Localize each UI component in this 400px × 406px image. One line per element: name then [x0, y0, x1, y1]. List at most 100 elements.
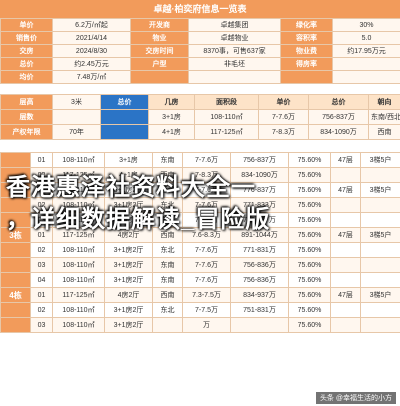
table-cell — [330, 257, 361, 273]
summary-cell: 70年 — [52, 124, 101, 140]
table-cell — [360, 317, 400, 333]
building-label: 2栋 — [0, 182, 31, 198]
table-cell — [230, 317, 289, 333]
info-label: 均价 — [0, 70, 53, 84]
table-cell: 108-110㎡ — [52, 182, 105, 198]
info-label: 得房率 — [280, 57, 333, 71]
table-cell: 756-836万 — [230, 272, 289, 288]
building-label — [0, 197, 31, 213]
table-cell — [360, 257, 400, 273]
table-cell: 万 — [182, 317, 231, 333]
table-cell: 01 — [30, 152, 53, 168]
table-cell — [330, 302, 361, 318]
table-row: 02 108-110㎡ 3+1房2厅 东北 7-7.6万 771-833万 75.60% — [0, 197, 400, 213]
table-cell — [360, 272, 400, 288]
table-cell: 108-110㎡ — [52, 212, 105, 228]
table-cell — [330, 317, 361, 333]
summary-cell — [100, 124, 149, 140]
info-label: 开发商 — [130, 18, 189, 32]
table-cell: 108-110㎡ — [52, 302, 105, 318]
table-row: 03 108-110㎡ 3+1房2厅 万 75.60% — [0, 317, 400, 333]
table-cell — [330, 212, 361, 228]
info-value: 约17.95万元 — [332, 44, 400, 58]
building-label: 3栋 — [0, 227, 31, 243]
table-cell: 3+1房2厅 — [104, 272, 153, 288]
table-row: 02 108-110㎡ 3+1房2厅 东北 7-7.6万 771-831万 75.60% — [0, 242, 400, 258]
info-label — [280, 70, 333, 84]
summary-cell: 3米 — [52, 94, 101, 110]
info-table: 单价 6.2万/㎡起 开发商 卓越集团 绿化率 30% 销售价 2021/4/14 物业 卓越物业… — [0, 18, 400, 84]
table-cell: 756-837万 — [230, 152, 289, 168]
table-cell: 3梯5户 — [360, 227, 400, 243]
info-value: 6.2万/㎡起 — [52, 18, 131, 32]
summary-cell: 3+1房 — [148, 109, 195, 125]
table-cell: 108-110㎡ — [52, 317, 105, 333]
table-cell: 4+1房 — [104, 167, 153, 183]
table-cell: 01 — [30, 287, 53, 303]
summary-cell: 总价 — [100, 94, 149, 110]
table-cell: 西南 — [152, 287, 183, 303]
summary-cell: 756-837万 — [308, 109, 369, 125]
table-cell — [330, 242, 361, 258]
table-row: 2栋 01 108-110㎡ 3+1房2厅 西北 7-7.6万 776-837万 75.60%… — [0, 182, 400, 198]
table-cell — [152, 317, 183, 333]
info-label: 物业费 — [280, 44, 333, 58]
table-cell: 4房2厅 — [104, 227, 153, 243]
table-cell: 3+1房2厅 — [104, 302, 153, 318]
table-cell: 117-125㎡ — [52, 227, 105, 243]
summary-cell: 西南 — [368, 124, 400, 140]
table-cell: 7-7.6万 — [182, 272, 231, 288]
table-cell: 108-110㎡ — [52, 242, 105, 258]
headline-line-1: 香港惠泽社资料大全一 — [6, 174, 256, 201]
summary-row: 产权年限 70年 4+1房 117-125㎡ 7-8.3万 834-1090万 西南 — [0, 124, 400, 140]
info-label: 单价 — [0, 18, 53, 32]
table-cell: 75.60% — [288, 152, 331, 168]
table-cell: 75.60% — [288, 287, 331, 303]
table-cell: 03 — [30, 257, 53, 273]
info-row: 单价 6.2万/㎡起 开发商 卓越集团 绿化率 30% — [0, 18, 400, 32]
info-value: 2021/4/14 — [52, 31, 131, 45]
table-cell: 7-7.6万 — [182, 257, 231, 273]
building-label — [0, 302, 31, 318]
table-cell — [360, 167, 400, 183]
summary-cell: 面积段 — [194, 94, 259, 110]
watermark: 头条 @幸福生活的小方 — [315, 392, 396, 404]
table-cell — [330, 272, 361, 288]
summary-cell — [100, 109, 149, 125]
table-cell: 756-837万 — [230, 212, 289, 228]
info-value: 30% — [332, 18, 400, 32]
table-cell: 东南 — [152, 152, 183, 168]
info-value: 约2.45万元 — [52, 57, 131, 71]
table-cell: 04 — [30, 272, 53, 288]
building-label — [0, 257, 31, 273]
table-cell: 108-110㎡ — [52, 257, 105, 273]
table-row: 3栋 01 117-125㎡ 4房2厅 西南 7.6-8.3万 891-1044万 75.60… — [0, 227, 400, 243]
info-value: 5.0 — [332, 31, 400, 45]
table-row: 04 108-110㎡ 3+1房2厅 东南 7-7.6万 756-836万 75.60% — [0, 272, 400, 288]
table-cell: 01 — [30, 182, 53, 198]
table-row: 02 117-125㎡ 4+1房 西南 7-8.3万 834-1090万 75.60% — [0, 167, 400, 183]
table-cell: 东北 — [152, 302, 183, 318]
summary-cell — [52, 109, 101, 125]
info-label: 户型 — [130, 57, 189, 71]
summary-cell: 东南/西北 — [368, 109, 400, 125]
info-value: 卓越物业 — [188, 31, 281, 45]
table-cell: 75.60% — [288, 182, 331, 198]
info-label: 交房 — [0, 44, 53, 58]
info-label: 绿化率 — [280, 18, 333, 32]
info-label — [130, 70, 189, 84]
summary-cell: 几房 — [148, 94, 195, 110]
summary-cell: 4+1房 — [148, 124, 195, 140]
table-cell: 117-125㎡ — [52, 287, 105, 303]
summary-cell: 产权年限 — [0, 124, 53, 140]
info-value — [188, 70, 281, 84]
table-cell — [360, 242, 400, 258]
table-cell: 75.60% — [288, 242, 331, 258]
table-cell: 7.3-7.5万 — [182, 287, 231, 303]
info-label: 容积率 — [280, 31, 333, 45]
info-label: 销售价 — [0, 31, 53, 45]
sheet-title: 卓越·柏奕府信息一览表 — [0, 0, 400, 18]
summary-cell: 单价 — [258, 94, 309, 110]
table-cell: 75.60% — [288, 257, 331, 273]
